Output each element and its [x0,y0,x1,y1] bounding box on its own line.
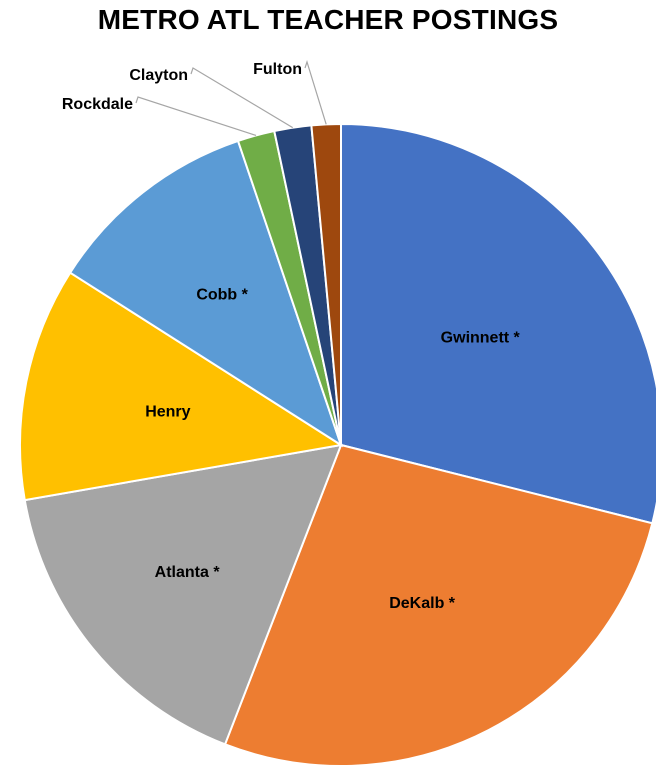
pie-label-dekalb: DeKalb * [389,595,456,612]
pie-label-cobb: Cobb * [196,286,248,303]
pie-label-henry: Henry [145,403,190,420]
pie-slice-gwinnett [340,122,656,525]
pie-slice-dekalb [223,443,654,767]
chart-title: METRO ATL TEACHER POSTINGS [97,4,559,35]
pie-label-fulton: Fulton [253,61,302,78]
leader-line-rockdale [135,96,257,137]
pie-label-gwinnett: Gwinnett * [441,329,521,346]
pie-label-clayton: Clayton [129,67,188,84]
pie-slice-atlanta [23,443,343,746]
pie-label-rockdale: Rockdale [62,96,133,113]
pie-slice-henry [19,271,344,502]
pie-label-atlanta: Atlanta * [155,564,221,581]
leader-line-clayton [190,67,294,129]
pie-slice-cobb [68,139,343,448]
leader-line-fulton [304,60,327,125]
